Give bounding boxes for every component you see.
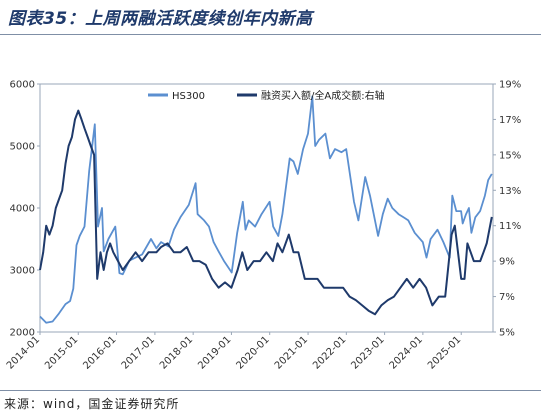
x-axis-tick-label: 2017-01: [120, 334, 157, 371]
x-axis-tick-label: 2015-01: [43, 334, 80, 371]
right-axis-tick-label: 5%: [499, 328, 515, 339]
right-axis-tick-label: 9%: [499, 257, 515, 268]
right-axis-tick-label: 11%: [499, 221, 521, 232]
right-axis-tick-label: 17%: [499, 115, 521, 126]
left-axis: 2000 3000 4000 5000 6000: [10, 80, 40, 339]
legend: HS300 融资买入额/全A成交额:右轴: [148, 89, 385, 102]
source-divider: [0, 390, 541, 391]
x-axis-tick-label: 2025-01: [426, 334, 463, 371]
right-axis-tick-label: 19%: [499, 80, 521, 91]
legend-label-margin-ratio: 融资买入额/全A成交额:右轴: [261, 89, 385, 102]
legend-label-hs300: HS300: [172, 91, 205, 102]
x-axis-tick-label: 2016-01: [81, 334, 118, 371]
left-axis-tick-label: 6000: [10, 80, 35, 91]
x-axis-tick-label: 2019-01: [196, 334, 233, 371]
x-axis-tick-label: 2018-01: [158, 334, 195, 371]
title-divider: [0, 34, 541, 35]
right-axis: 5% 7% 9% 11% 13% 15% 17% 19%: [493, 80, 521, 339]
right-axis-tick-label: 15%: [499, 150, 521, 161]
x-axis-tick-label: 2022-01: [311, 334, 348, 371]
x-axis: 2014-01 2015-01 2016-01 2017-01 2018-01 2019-…: [5, 332, 463, 372]
series-line-hs300: [39, 95, 493, 324]
series-line-margin-ratio: [39, 109, 493, 316]
x-axis-tick-label: 2020-01: [234, 334, 271, 371]
left-axis-tick-label: 2000: [10, 328, 35, 339]
left-axis-tick-label: 3000: [10, 266, 35, 277]
right-axis-tick-label: 13%: [499, 186, 521, 197]
x-axis-tick-label: 2023-01: [349, 334, 386, 371]
x-axis-tick-label: 2021-01: [273, 334, 310, 371]
series-layer: [39, 95, 493, 324]
left-axis-tick-label: 5000: [10, 142, 35, 153]
source-note: 来源：wind，国金证券研究所: [4, 397, 180, 411]
figure-title: 图表35：上周两融活跃度续创年内新高: [8, 9, 313, 29]
x-axis-tick-label: 2014-01: [5, 334, 42, 371]
left-axis-tick-label: 4000: [10, 204, 35, 215]
x-axis-tick-label: 2024-01: [388, 334, 425, 371]
right-axis-tick-label: 7%: [499, 292, 515, 303]
